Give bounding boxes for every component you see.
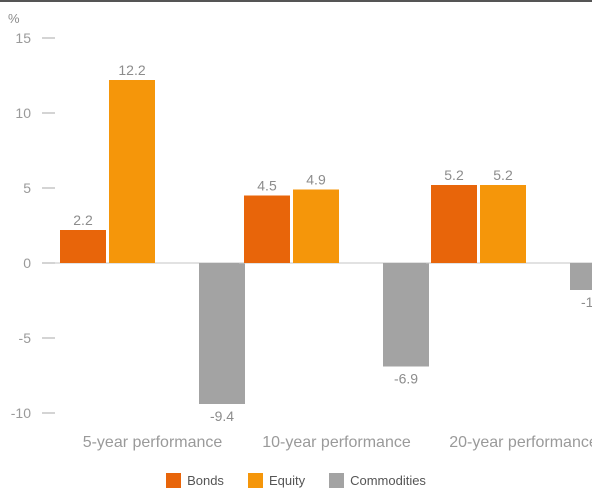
data-label: -1.8: [581, 294, 592, 310]
bar-equity: [480, 185, 526, 263]
y-axis: 15 10 5 0 -5 -10: [11, 30, 55, 421]
y-tick-label: 0: [23, 255, 31, 271]
legend-swatch: [166, 472, 182, 488]
legend-item-commodities: Commodities: [329, 472, 426, 488]
legend-swatch: [329, 472, 345, 488]
bar-commodities: [199, 263, 245, 404]
bar-bonds: [244, 195, 290, 263]
data-label: 4.5: [257, 178, 277, 194]
legend: Bonds Equity Commodities: [0, 470, 592, 490]
data-label: 4.9: [306, 172, 326, 188]
y-tick-label: 5: [23, 180, 31, 196]
bar-commodities: [570, 263, 592, 290]
y-unit-label: %: [8, 11, 20, 26]
category-label: 20-year performance: [449, 434, 592, 451]
bar-bonds: [60, 230, 106, 263]
legend-item-bonds: Bonds: [166, 472, 224, 488]
category-labels-group: 5-year performance 10-year performance 20-…: [83, 434, 592, 451]
legend-item-equity: Equity: [247, 472, 306, 488]
legend-label: Bonds: [187, 472, 224, 488]
bar-equity: [293, 189, 339, 263]
y-tick-label: 10: [15, 105, 31, 121]
legend-swatch: [247, 472, 263, 488]
y-tick-label: 15: [15, 30, 31, 46]
category-label: 10-year performance: [262, 434, 411, 451]
category-label: 5-year performance: [83, 434, 223, 451]
y-tick-label: -10: [11, 405, 31, 421]
data-labels-group: 2.2 12.2 -9.4 4.5 4.9 -6.9 5.2 5.2 -1.8: [73, 62, 592, 424]
data-label: 5.2: [493, 167, 513, 183]
data-label: -6.9: [394, 371, 418, 387]
bar-bonds: [431, 185, 477, 263]
legend-label: Commodities: [350, 472, 426, 488]
bar-chart: % 15 10 5 0 -5 -10 2.2 12.2 -9.4 4.5 4.9 -6.9 5.2 5.…: [0, 0, 592, 451]
data-label: 5.2: [444, 167, 464, 183]
legend-label: Equity: [268, 472, 306, 488]
data-label: 2.2: [73, 212, 93, 228]
data-label: 12.2: [118, 62, 145, 78]
y-tick-label: -5: [19, 330, 32, 346]
bar-commodities: [383, 263, 429, 367]
bars-group: [55, 80, 592, 404]
data-label: -9.4: [210, 408, 234, 424]
bar-equity: [109, 80, 155, 263]
